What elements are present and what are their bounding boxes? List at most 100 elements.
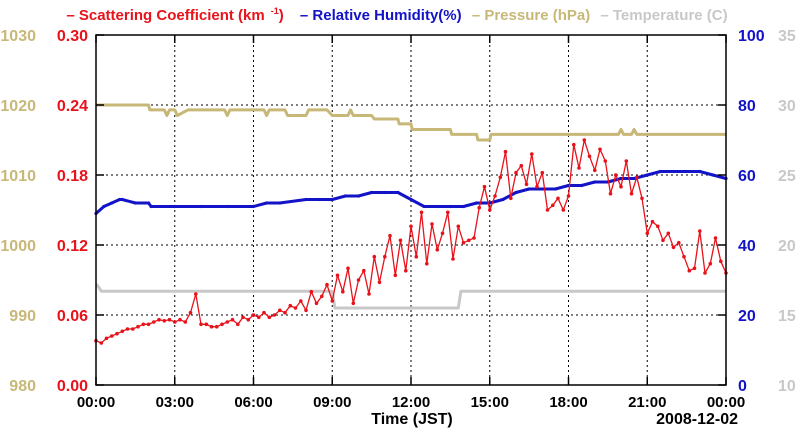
data-point-humidity xyxy=(671,169,676,174)
scattering-tick-label: 0.12 xyxy=(57,238,88,255)
data-point-humidity xyxy=(501,197,505,202)
data-point-scattering xyxy=(608,191,613,196)
data-point-scattering xyxy=(152,320,156,324)
data-point-humidity xyxy=(645,173,649,177)
data-point-scattering xyxy=(188,310,193,315)
data-point-scattering xyxy=(136,324,140,329)
data-point-humidity xyxy=(265,201,269,205)
data-point-humidity xyxy=(120,197,124,202)
data-point-scattering xyxy=(157,317,161,322)
data-point-scattering xyxy=(640,196,644,201)
pressure-tick-label: 1030 xyxy=(0,28,36,45)
x-tick-label: 09:00 xyxy=(313,394,351,411)
data-point-humidity xyxy=(304,197,308,202)
data-point-scattering xyxy=(141,322,146,327)
data-point-scattering xyxy=(414,254,419,259)
temperature-tick-label: 35 xyxy=(778,28,796,45)
data-point-scattering xyxy=(488,208,492,212)
data-point-scattering xyxy=(619,184,623,189)
series-group xyxy=(94,103,728,345)
data-point-scattering xyxy=(692,266,697,271)
data-point-scattering xyxy=(524,182,529,187)
data-point-scattering xyxy=(267,315,272,320)
data-point-scattering xyxy=(467,238,471,243)
temperature-tick-label: 20 xyxy=(778,238,796,255)
data-point-scattering xyxy=(293,306,298,310)
temperature-tick-label: 15 xyxy=(778,308,796,325)
x-tick-label: 03:00 xyxy=(156,394,194,411)
data-point-humidity xyxy=(278,201,282,205)
data-point-humidity xyxy=(356,194,361,198)
data-point-scattering xyxy=(178,317,182,322)
data-point-scattering xyxy=(215,324,219,329)
data-point-humidity xyxy=(698,169,702,174)
data-point-scattering xyxy=(719,259,723,264)
data-point-scattering xyxy=(551,203,555,208)
data-point-scattering xyxy=(115,331,119,336)
data-point-scattering xyxy=(472,236,476,240)
scattering-tick-label: 0.24 xyxy=(57,98,88,115)
x-tick-label: 18:00 xyxy=(549,394,587,411)
data-point-scattering xyxy=(666,231,671,236)
data-point-humidity xyxy=(251,204,256,209)
data-point-scattering xyxy=(451,257,455,261)
data-point-humidity xyxy=(711,173,715,177)
data-point-humidity xyxy=(514,190,518,195)
data-point-scattering xyxy=(503,149,508,154)
data-point-scattering xyxy=(309,289,314,294)
x-tick-label: 15:00 xyxy=(471,394,509,411)
data-point-scattering xyxy=(498,175,503,180)
data-point-scattering xyxy=(146,322,151,327)
data-point-scattering xyxy=(509,196,513,201)
data-point-scattering xyxy=(593,168,597,173)
data-point-scattering xyxy=(624,159,629,163)
data-point-scattering xyxy=(351,301,356,306)
data-point-humidity xyxy=(330,197,334,202)
data-point-scattering xyxy=(587,154,592,159)
humidity-tick-label: 40 xyxy=(738,238,756,255)
data-point-scattering xyxy=(362,268,366,273)
data-point-scattering xyxy=(335,273,340,278)
data-point-scattering xyxy=(388,233,392,238)
legend: – Scattering Coefficient (km -1) – Relati… xyxy=(0,6,800,24)
scattering-tick-label: 0.30 xyxy=(57,28,88,45)
data-point-humidity xyxy=(118,197,122,202)
series-line-temperature xyxy=(94,283,726,310)
legend-humidity: – Relative Humidity(%) xyxy=(299,7,462,24)
data-point-scattering xyxy=(204,322,209,327)
grid xyxy=(96,35,726,385)
data-point-humidity xyxy=(422,204,426,209)
data-point-scattering xyxy=(446,210,450,215)
data-point-scattering xyxy=(272,313,277,317)
data-point-humidity xyxy=(396,190,400,195)
data-point-humidity xyxy=(317,197,321,202)
data-point-scattering xyxy=(251,313,256,317)
temperature-tick-label: 25 xyxy=(778,168,796,185)
data-point-humidity xyxy=(146,201,151,205)
data-point-humidity xyxy=(199,204,203,209)
temperature-tick-label: 10 xyxy=(778,378,796,395)
data-point-scattering xyxy=(383,254,387,259)
data-point-scattering xyxy=(713,236,718,240)
data-point-scattering xyxy=(566,194,571,198)
pressure-tick-label: 990 xyxy=(9,308,36,325)
scattering-tick-label: 0.18 xyxy=(57,168,88,185)
data-point-scattering xyxy=(708,261,713,266)
data-point-humidity xyxy=(343,194,347,198)
data-point-scattering xyxy=(372,254,377,259)
data-point-scattering xyxy=(325,282,329,287)
data-point-scattering xyxy=(698,229,702,233)
data-point-scattering xyxy=(493,194,497,198)
data-point-humidity xyxy=(658,169,663,174)
data-point-scattering xyxy=(687,268,692,273)
legend-scattering-label: – Scattering Coefficient (km xyxy=(66,7,265,24)
data-point-scattering xyxy=(572,142,576,147)
data-point-scattering xyxy=(304,308,308,313)
data-point-humidity xyxy=(593,180,597,184)
data-point-scattering xyxy=(209,324,214,329)
data-point-scattering xyxy=(167,317,172,322)
humidity-tick-label: 20 xyxy=(738,308,756,325)
data-point-scattering xyxy=(199,322,203,327)
data-point-scattering xyxy=(540,170,545,175)
